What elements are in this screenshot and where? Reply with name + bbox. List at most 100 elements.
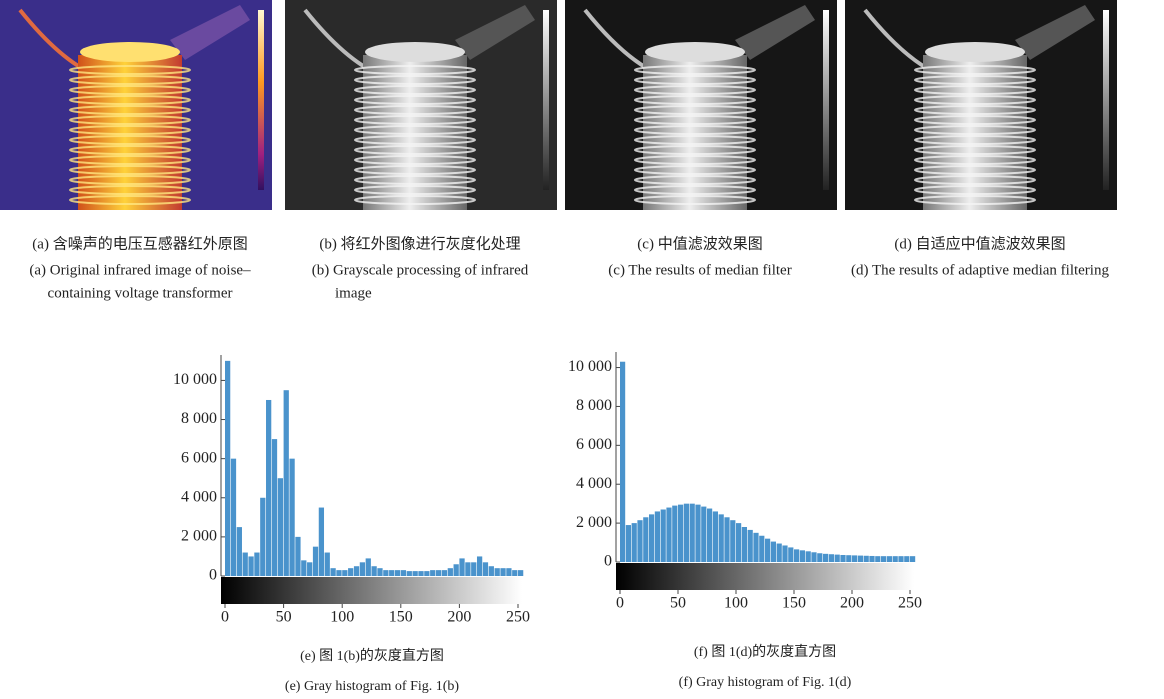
histogram-bar <box>325 553 330 576</box>
histogram-bar <box>893 556 898 562</box>
histogram-bar <box>518 570 523 576</box>
histogram-bar <box>266 400 271 576</box>
x-tick-label: 200 <box>840 595 864 612</box>
histogram-bar <box>661 510 666 563</box>
histogram-bar <box>724 517 729 562</box>
histogram-bar <box>875 556 880 562</box>
caption-cn: (c) 中值滤波效果图 <box>637 235 762 252</box>
x-tick-label: 0 <box>616 595 624 612</box>
histogram-bar <box>243 553 248 576</box>
histogram-bar <box>730 520 735 562</box>
histogram-bar <box>418 571 423 576</box>
histogram-bar <box>407 571 412 576</box>
histogram-bar <box>690 504 695 562</box>
histogram-bar <box>354 566 359 576</box>
histogram-bar <box>377 568 382 576</box>
image-panel <box>565 0 837 210</box>
y-tick-label: 0 <box>209 567 217 584</box>
y-tick-label: 10 000 <box>568 358 612 375</box>
histogram-bar <box>301 560 306 576</box>
histogram-bar <box>742 527 747 562</box>
histogram-bar <box>649 514 654 562</box>
color-bar <box>1103 10 1109 190</box>
histogram-bar <box>719 514 724 562</box>
histogram-bar <box>655 511 660 562</box>
x-tick-label: 50 <box>276 609 292 626</box>
histogram-bar <box>489 566 494 576</box>
histogram-bar <box>777 544 782 562</box>
transformer-cap <box>80 42 180 62</box>
histogram-bar <box>237 527 242 576</box>
transformer-cap <box>645 42 745 62</box>
histogram-bar <box>254 553 259 576</box>
x-tick-label: 100 <box>330 609 354 626</box>
histogram-bar <box>272 439 277 576</box>
histogram-bar <box>372 566 377 576</box>
histogram-bar <box>330 568 335 576</box>
caption-cn: (d) 自适应中值滤波效果图 <box>894 234 1065 252</box>
histogram-bar <box>401 570 406 576</box>
y-tick-label: 6 000 <box>181 449 217 466</box>
transformer-cap <box>925 42 1025 62</box>
histogram-bar <box>707 509 712 562</box>
histogram-bar <box>794 549 799 562</box>
histogram-bar <box>284 390 289 576</box>
y-tick-label: 8 000 <box>576 397 612 414</box>
histogram-bar <box>620 362 625 562</box>
histogram-bar <box>800 550 805 562</box>
histogram-bar <box>459 558 464 576</box>
histogram-bar <box>695 505 700 562</box>
histogram-bar <box>753 533 758 562</box>
histogram-bar <box>771 542 776 562</box>
caption-en: containing voltage transformer <box>48 285 233 301</box>
histogram-bar <box>835 555 840 562</box>
histogram-bar <box>348 568 353 576</box>
histogram-bar <box>701 507 706 562</box>
y-tick-label: 0 <box>604 553 612 570</box>
histogram-bar <box>713 511 718 562</box>
histogram-bar <box>643 517 648 562</box>
histogram-bar <box>858 556 863 562</box>
histogram-bar <box>512 570 517 576</box>
chart-subtitle: (f) Gray histogram of Fig. 1(d) <box>679 675 852 690</box>
histogram-bar <box>736 523 741 562</box>
histogram-bar <box>413 571 418 576</box>
figure: (a) 含噪声的电压互感器红外原图(a) Original infrared i… <box>0 0 1164 699</box>
histogram-bar <box>295 537 300 576</box>
histogram-bar <box>383 570 388 576</box>
image-panel <box>845 0 1117 210</box>
histogram-bar <box>278 478 283 576</box>
histogram-bar <box>788 547 793 562</box>
histogram-bar <box>759 536 764 562</box>
x-tick-label: 150 <box>389 609 413 626</box>
histogram-bar <box>904 556 909 562</box>
histogram-bar <box>389 570 394 576</box>
gray-scale-bar <box>221 577 522 604</box>
histogram-bar <box>500 568 505 576</box>
chart-title: (e) 图 1(b)的灰度直方图 <box>300 647 444 664</box>
y-tick-label: 4 000 <box>181 488 217 505</box>
histogram-bar <box>864 556 869 562</box>
histogram-bar <box>483 562 488 576</box>
y-tick-label: 6 000 <box>576 436 612 453</box>
histogram-bar <box>823 554 828 562</box>
image-panel <box>0 0 272 210</box>
histogram-bar <box>748 530 753 562</box>
histogram-bar <box>765 539 770 562</box>
histogram-bar <box>881 556 886 562</box>
caption-en: (b) Grayscale processing of infrared <box>312 262 529 278</box>
histogram-bar <box>336 570 341 576</box>
histogram-bar <box>840 555 845 562</box>
caption-cn: (b) 将红外图像进行灰度化处理 <box>319 235 520 252</box>
x-tick-label: 50 <box>670 595 686 612</box>
histogram-bar <box>806 551 811 562</box>
x-tick-label: 250 <box>506 609 530 626</box>
histogram-bar <box>852 555 857 562</box>
histogram-bar <box>817 553 822 562</box>
histogram-bar <box>637 520 642 562</box>
histogram-bar <box>342 570 347 576</box>
histogram-bar <box>454 564 459 576</box>
x-tick-label: 0 <box>221 609 229 626</box>
histogram-bar <box>442 570 447 576</box>
y-tick-label: 4 000 <box>576 475 612 492</box>
